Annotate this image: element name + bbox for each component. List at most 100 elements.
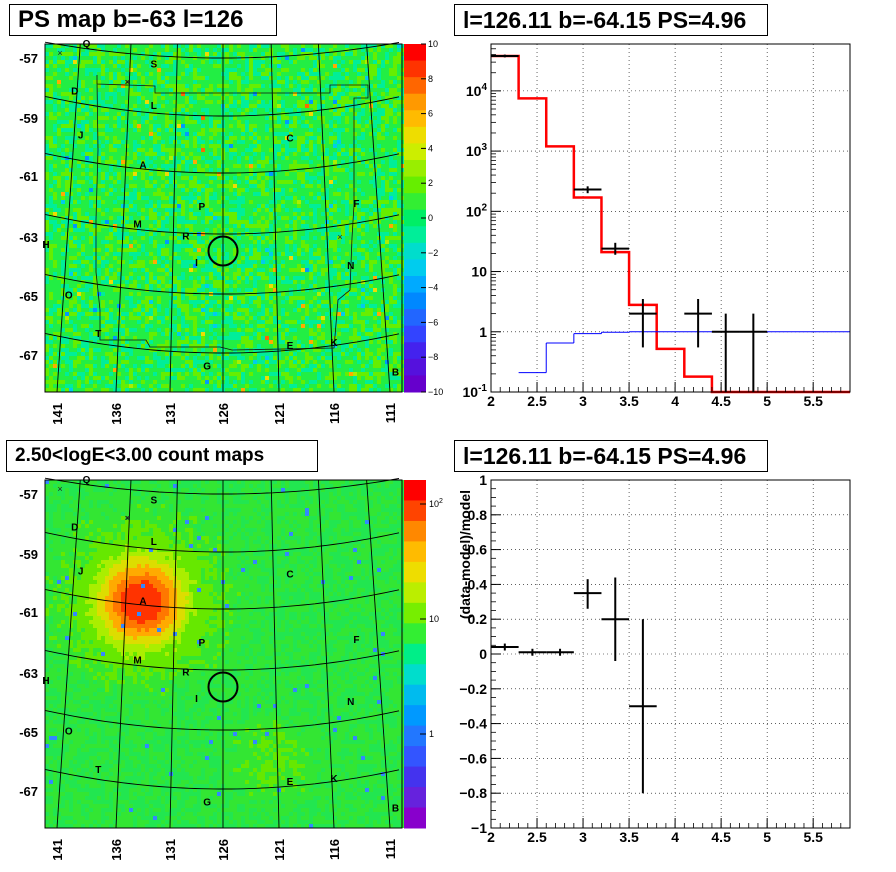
map-pixel — [401, 232, 405, 236]
map-pixel — [357, 144, 361, 148]
map-pixel — [185, 232, 189, 236]
map-pixel — [249, 116, 253, 120]
map-pixel — [369, 132, 373, 136]
map-pixel — [93, 108, 97, 112]
map-pixel — [81, 176, 85, 180]
map-pixel — [377, 132, 381, 136]
map-pixel — [189, 108, 193, 112]
map-pixel — [269, 112, 273, 116]
map-pixel — [241, 136, 245, 140]
map-pixel — [229, 92, 233, 96]
map-pixel — [117, 124, 121, 128]
map-pixel — [265, 192, 269, 196]
map-pixel — [345, 196, 349, 200]
map-pixel — [81, 228, 85, 232]
map-pixel — [209, 176, 213, 180]
map-pixel — [97, 180, 101, 184]
map-pixel — [349, 232, 353, 236]
map-pixel — [197, 116, 201, 120]
map-pixel — [225, 96, 229, 100]
map-pixel — [317, 140, 321, 144]
map-pixel — [113, 236, 117, 240]
map-pixel — [93, 192, 97, 196]
map-pixel — [377, 164, 381, 168]
map-pixel — [257, 48, 261, 52]
map-pixel — [261, 104, 265, 108]
map-pixel — [213, 216, 217, 220]
map-pixel — [285, 124, 289, 128]
map-pixel — [349, 44, 353, 48]
map-pixel — [385, 44, 389, 48]
map-pixel — [125, 60, 129, 64]
map-pixel — [361, 176, 365, 180]
map-pixel — [285, 100, 289, 104]
map-pixel — [341, 108, 345, 112]
map-pixel — [389, 76, 393, 80]
map-pixel — [145, 92, 149, 96]
map-pixel — [345, 88, 349, 92]
map-pixel — [257, 168, 261, 172]
map-pixel — [329, 176, 333, 180]
map-pixel — [49, 112, 53, 116]
map-pixel — [269, 132, 273, 136]
map-pixel — [285, 200, 289, 204]
map-pixel — [377, 116, 381, 120]
map-pixel — [285, 120, 289, 124]
map-pixel — [285, 220, 289, 224]
map-pixel — [197, 88, 201, 92]
map-pixel — [233, 148, 237, 152]
map-pixel — [301, 148, 305, 152]
map-pixel — [65, 212, 69, 216]
map-pixel — [161, 148, 165, 152]
map-pixel — [345, 140, 349, 144]
map-pixel — [197, 240, 201, 244]
map-pixel — [305, 260, 309, 264]
map-pixel — [53, 112, 57, 116]
map-pixel — [345, 188, 349, 192]
map-pixel — [93, 124, 97, 128]
map-pixel — [389, 152, 393, 156]
map-pixel — [321, 228, 325, 232]
map-pixel — [217, 148, 221, 152]
map-pixel — [165, 100, 169, 104]
map-pixel — [249, 68, 253, 72]
map-pixel — [189, 212, 193, 216]
map-pixel — [197, 216, 201, 220]
map-pixel — [105, 232, 109, 236]
map-pixel — [61, 48, 65, 52]
map-pixel — [57, 252, 61, 256]
map-pixel — [289, 204, 293, 208]
map-pixel — [133, 56, 137, 60]
map-pixel — [273, 56, 277, 60]
map-pixel — [165, 160, 169, 164]
map-pixel — [377, 192, 381, 196]
map-pixel — [229, 160, 233, 164]
map-pixel — [317, 92, 321, 96]
map-pixel — [117, 180, 121, 184]
map-pixel — [85, 264, 89, 268]
map-pixel — [201, 128, 205, 132]
map-pixel — [345, 148, 349, 152]
map-pixel — [129, 64, 133, 68]
map-pixel — [145, 120, 149, 124]
map-pixel — [173, 204, 177, 208]
map-pixel — [197, 84, 201, 88]
map-pixel — [249, 260, 253, 264]
map-pixel — [57, 128, 61, 132]
map-pixel — [357, 100, 361, 104]
map-pixel — [257, 88, 261, 92]
map-pixel — [337, 204, 341, 208]
map-pixel — [141, 52, 145, 56]
map-pixel — [93, 116, 97, 120]
map-pixel — [153, 56, 157, 60]
map-pixel — [245, 156, 249, 160]
map-pixel — [101, 92, 105, 96]
map-pixel — [305, 68, 309, 72]
map-pixel — [209, 156, 213, 160]
map-pixel — [229, 68, 233, 72]
map-pixel — [161, 156, 165, 160]
map-pixel — [73, 84, 77, 88]
map-pixel — [141, 240, 145, 244]
map-pixel — [281, 176, 285, 180]
map-pixel — [49, 256, 53, 260]
